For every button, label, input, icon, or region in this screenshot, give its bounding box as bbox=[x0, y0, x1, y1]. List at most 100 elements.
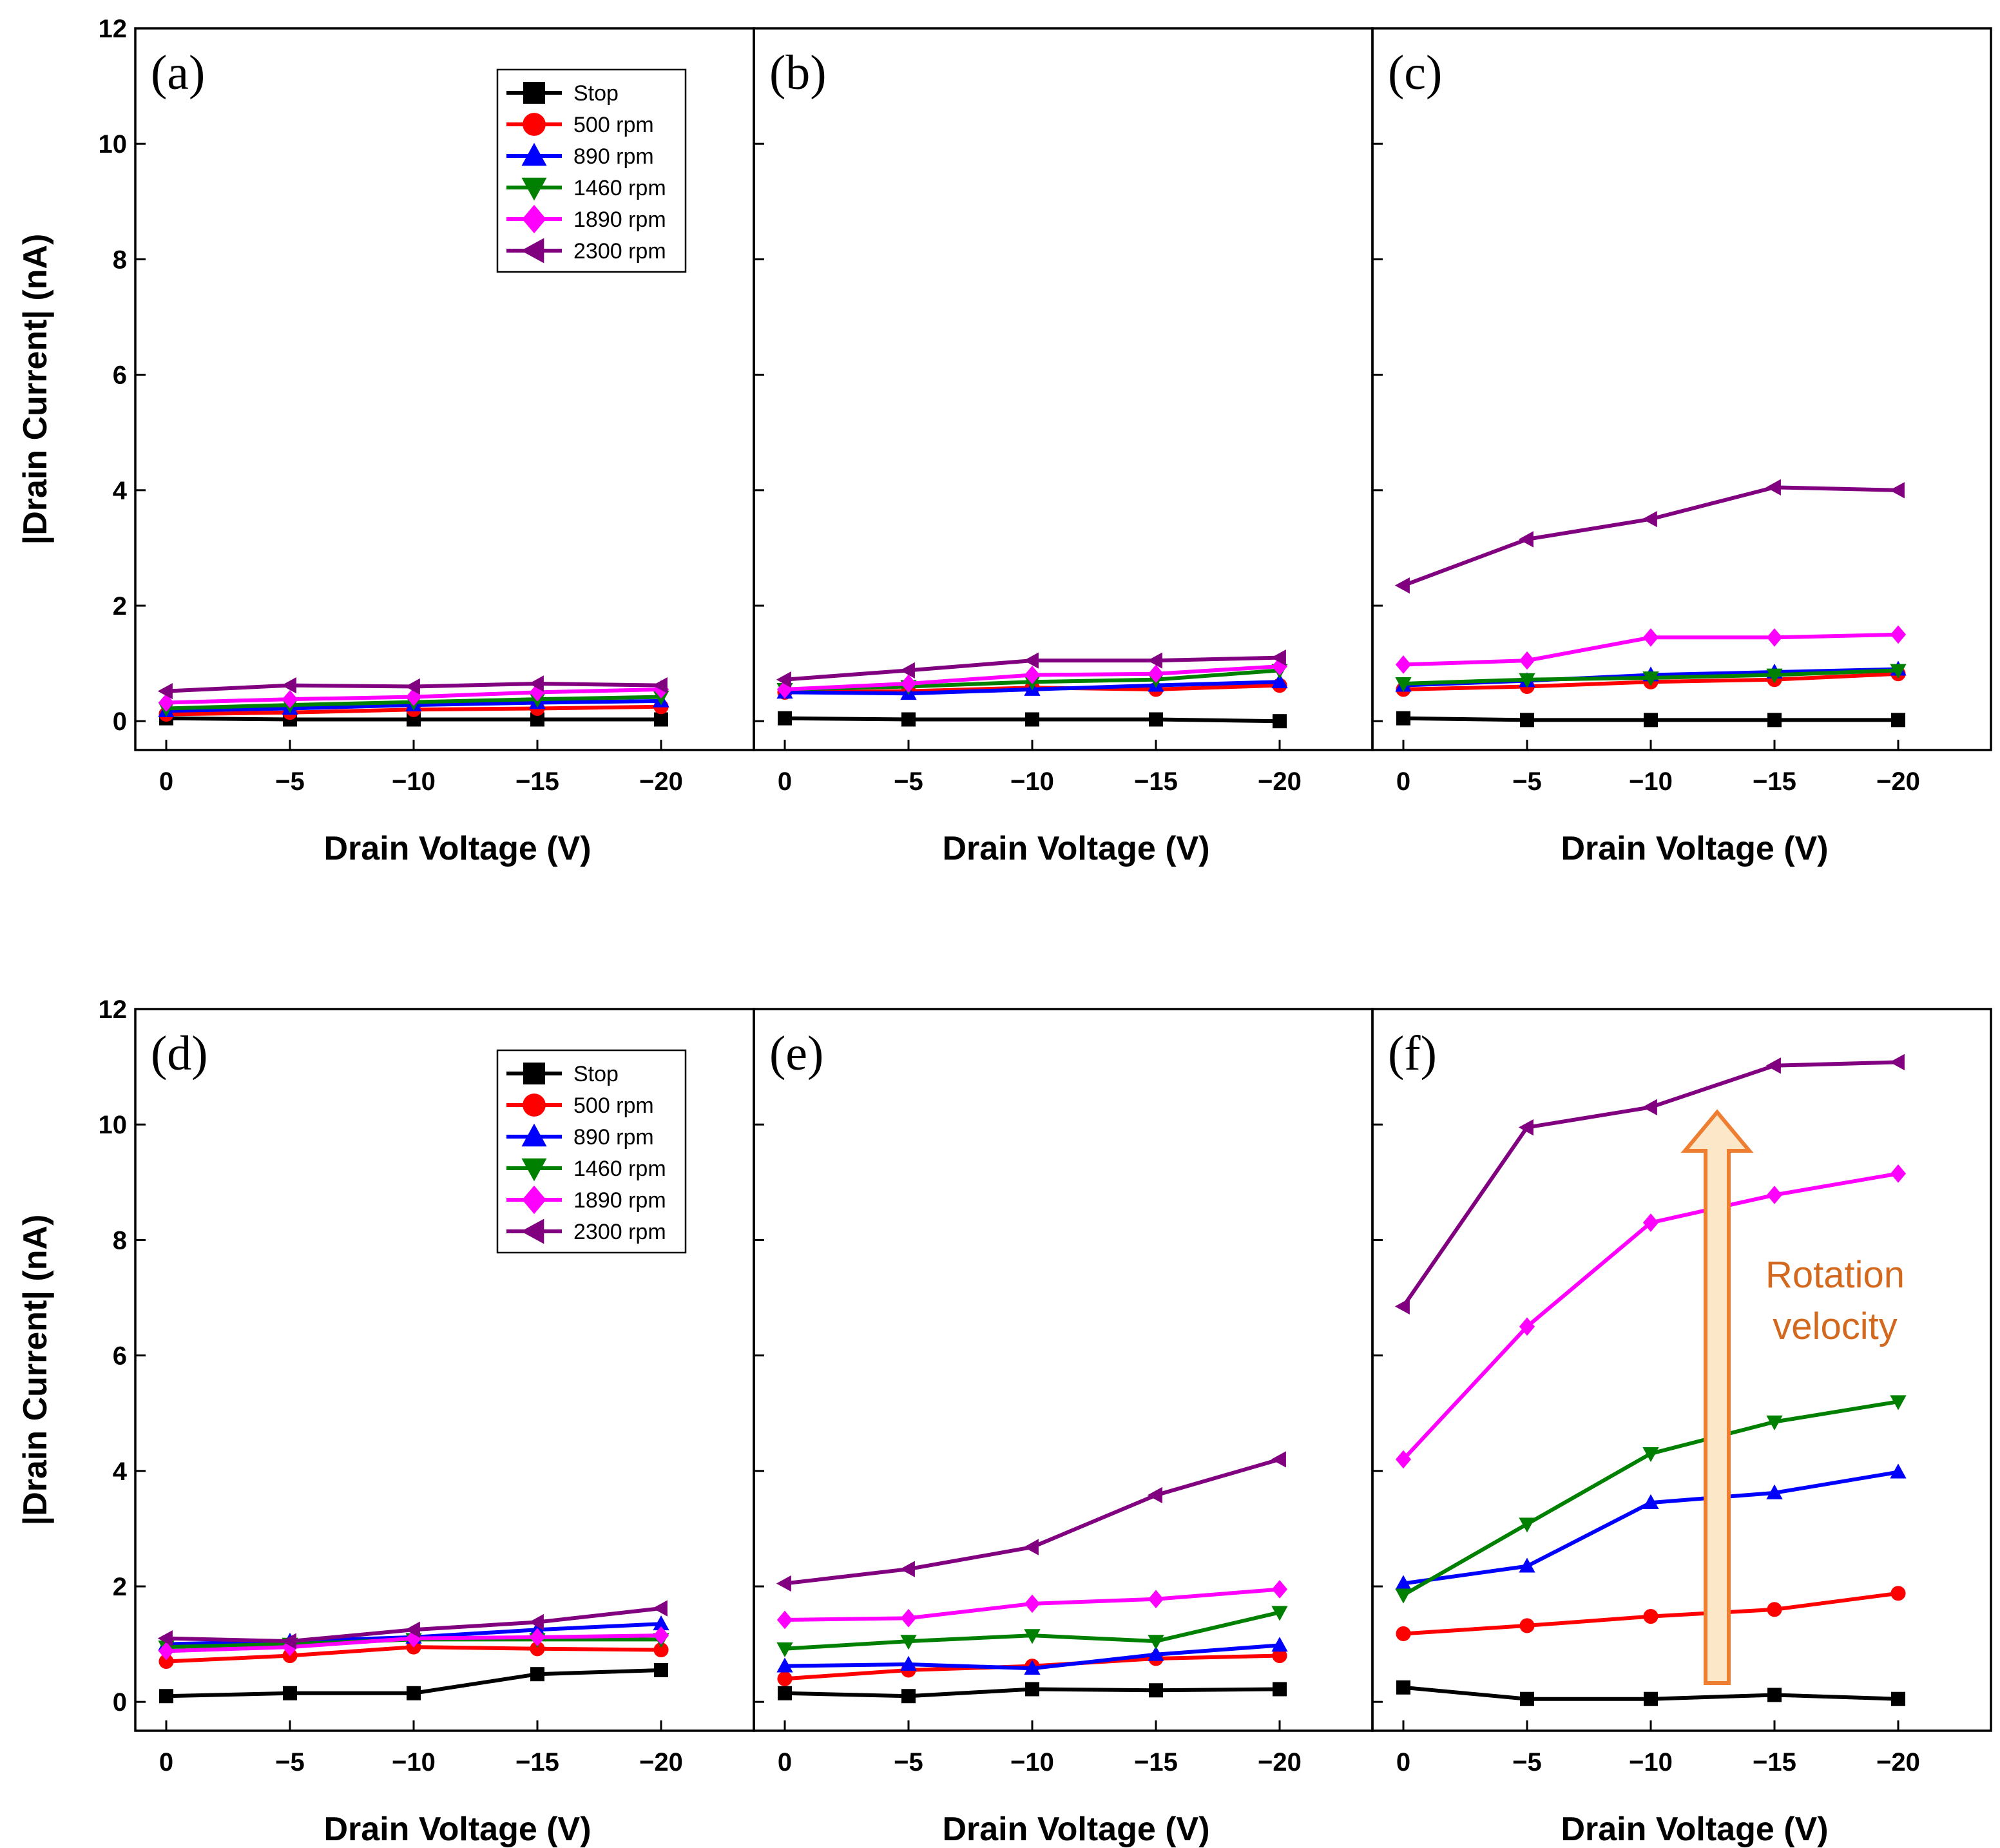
series-890-rpm bbox=[1395, 1463, 1907, 1590]
data-point bbox=[652, 1600, 668, 1617]
series-2300-rpm bbox=[1394, 479, 1905, 594]
y-axis-row-1: 0 2 4 6 8 10 12 |Drain Current| (nA) bbox=[17, 15, 146, 736]
data-point bbox=[530, 1641, 545, 1657]
y-tick-label: 10 bbox=[99, 130, 128, 159]
data-point bbox=[1642, 1099, 1657, 1115]
data-point bbox=[1271, 649, 1286, 666]
data-point bbox=[1891, 713, 1905, 727]
series-2300-rpm bbox=[776, 649, 1286, 688]
data-point bbox=[282, 689, 298, 709]
series-stop bbox=[778, 1682, 1287, 1704]
series-line bbox=[784, 1457, 1280, 1586]
panel-frame bbox=[753, 27, 1374, 751]
data-point bbox=[1766, 1186, 1783, 1204]
data-point bbox=[281, 677, 296, 694]
x-tick-label: −20 bbox=[1876, 1748, 1920, 1776]
data-point bbox=[159, 1653, 174, 1670]
data-point bbox=[1395, 1450, 1412, 1469]
legend-marker bbox=[523, 82, 545, 104]
data-point bbox=[529, 1628, 546, 1647]
data-point bbox=[1643, 1609, 1659, 1624]
data-point bbox=[405, 678, 420, 695]
data-point bbox=[1766, 668, 1783, 684]
legend-marker bbox=[521, 1123, 547, 1147]
data-point bbox=[1273, 714, 1287, 729]
y-tick-label: 8 bbox=[113, 1226, 127, 1255]
data-point bbox=[777, 1671, 793, 1686]
legend-entry: 2300 rpm bbox=[506, 238, 666, 264]
data-point bbox=[900, 1655, 917, 1671]
data-point bbox=[1519, 1618, 1535, 1633]
data-point bbox=[1519, 1317, 1535, 1336]
y-tick-label: 2 bbox=[113, 592, 127, 621]
legend-entry: 2300 rpm bbox=[506, 1218, 666, 1244]
legend-label: 890 rpm bbox=[573, 1125, 654, 1150]
data-point bbox=[1767, 713, 1782, 727]
data-point bbox=[1642, 1213, 1659, 1232]
legend-marker bbox=[522, 1185, 546, 1215]
panel-label: (c) bbox=[1388, 46, 1442, 100]
x-tick-label: −15 bbox=[1753, 1748, 1796, 1776]
data-point bbox=[281, 1633, 296, 1650]
data-point bbox=[1394, 577, 1410, 594]
legend-label: 1460 rpm bbox=[573, 176, 666, 200]
data-point bbox=[1890, 1395, 1907, 1410]
x-tick-label: −5 bbox=[894, 1748, 923, 1776]
x-tick-label: 0 bbox=[778, 767, 792, 796]
data-point bbox=[1642, 1494, 1659, 1509]
data-point bbox=[157, 682, 173, 700]
data-point bbox=[282, 1637, 298, 1657]
data-point bbox=[1766, 1415, 1783, 1430]
data-point bbox=[1025, 712, 1039, 727]
x-tick-label: −5 bbox=[275, 767, 305, 796]
x-tick-label: −20 bbox=[1258, 1748, 1302, 1776]
data-point bbox=[1518, 1119, 1534, 1136]
legend-marker bbox=[522, 204, 546, 234]
x-tick-label: −5 bbox=[1512, 1748, 1542, 1776]
panel-label: (a) bbox=[151, 46, 205, 100]
panel-frame bbox=[753, 1008, 1374, 1732]
data-point bbox=[528, 675, 544, 692]
y-tick-label: 0 bbox=[113, 707, 127, 736]
data-point bbox=[1023, 1539, 1039, 1555]
data-point bbox=[1642, 628, 1659, 647]
data-point bbox=[1024, 1594, 1041, 1613]
data-point bbox=[776, 1642, 793, 1657]
legend-label: 2300 rpm bbox=[573, 239, 666, 264]
data-point bbox=[1271, 1637, 1288, 1652]
x-tick-label: −20 bbox=[639, 1748, 683, 1776]
data-point bbox=[1395, 1575, 1412, 1590]
annotation-rotation-velocity: Rotation velocity bbox=[1680, 1109, 1905, 1685]
legend-entry: 1890 rpm bbox=[506, 1185, 666, 1215]
series-2300-rpm bbox=[157, 675, 668, 700]
data-point bbox=[1890, 625, 1907, 644]
data-point bbox=[1642, 1447, 1659, 1463]
legend-label: 500 rpm bbox=[573, 1093, 654, 1118]
data-point bbox=[653, 1642, 669, 1658]
x-tick-label: −20 bbox=[1258, 767, 1302, 796]
legend-entry: 1460 rpm bbox=[506, 176, 666, 201]
up-arrow bbox=[1680, 1109, 1754, 1685]
data-point bbox=[899, 662, 915, 679]
data-point bbox=[1271, 1606, 1288, 1621]
series-stop bbox=[778, 711, 1287, 729]
data-point bbox=[530, 1667, 544, 1682]
x-tick-label: −10 bbox=[1010, 767, 1054, 796]
data-point bbox=[1766, 628, 1783, 647]
data-point bbox=[653, 1626, 669, 1645]
x-tick-label: 0 bbox=[1396, 1748, 1410, 1776]
data-point bbox=[1520, 713, 1534, 727]
data-point bbox=[654, 712, 668, 727]
series-1890-rpm bbox=[1395, 625, 1907, 674]
x-tick-label: −10 bbox=[392, 767, 436, 796]
data-point bbox=[654, 1662, 668, 1677]
series-stop bbox=[1396, 1680, 1905, 1706]
data-point bbox=[1149, 712, 1163, 727]
data-point bbox=[158, 693, 175, 712]
legend-marker bbox=[521, 238, 544, 264]
data-point bbox=[407, 1686, 421, 1700]
x-tick-label: −5 bbox=[275, 1748, 305, 1776]
data-point bbox=[1024, 666, 1041, 684]
y-axis-label: |Drain Current| (nA) bbox=[17, 1215, 54, 1526]
x-tick-label: −10 bbox=[392, 1748, 436, 1776]
